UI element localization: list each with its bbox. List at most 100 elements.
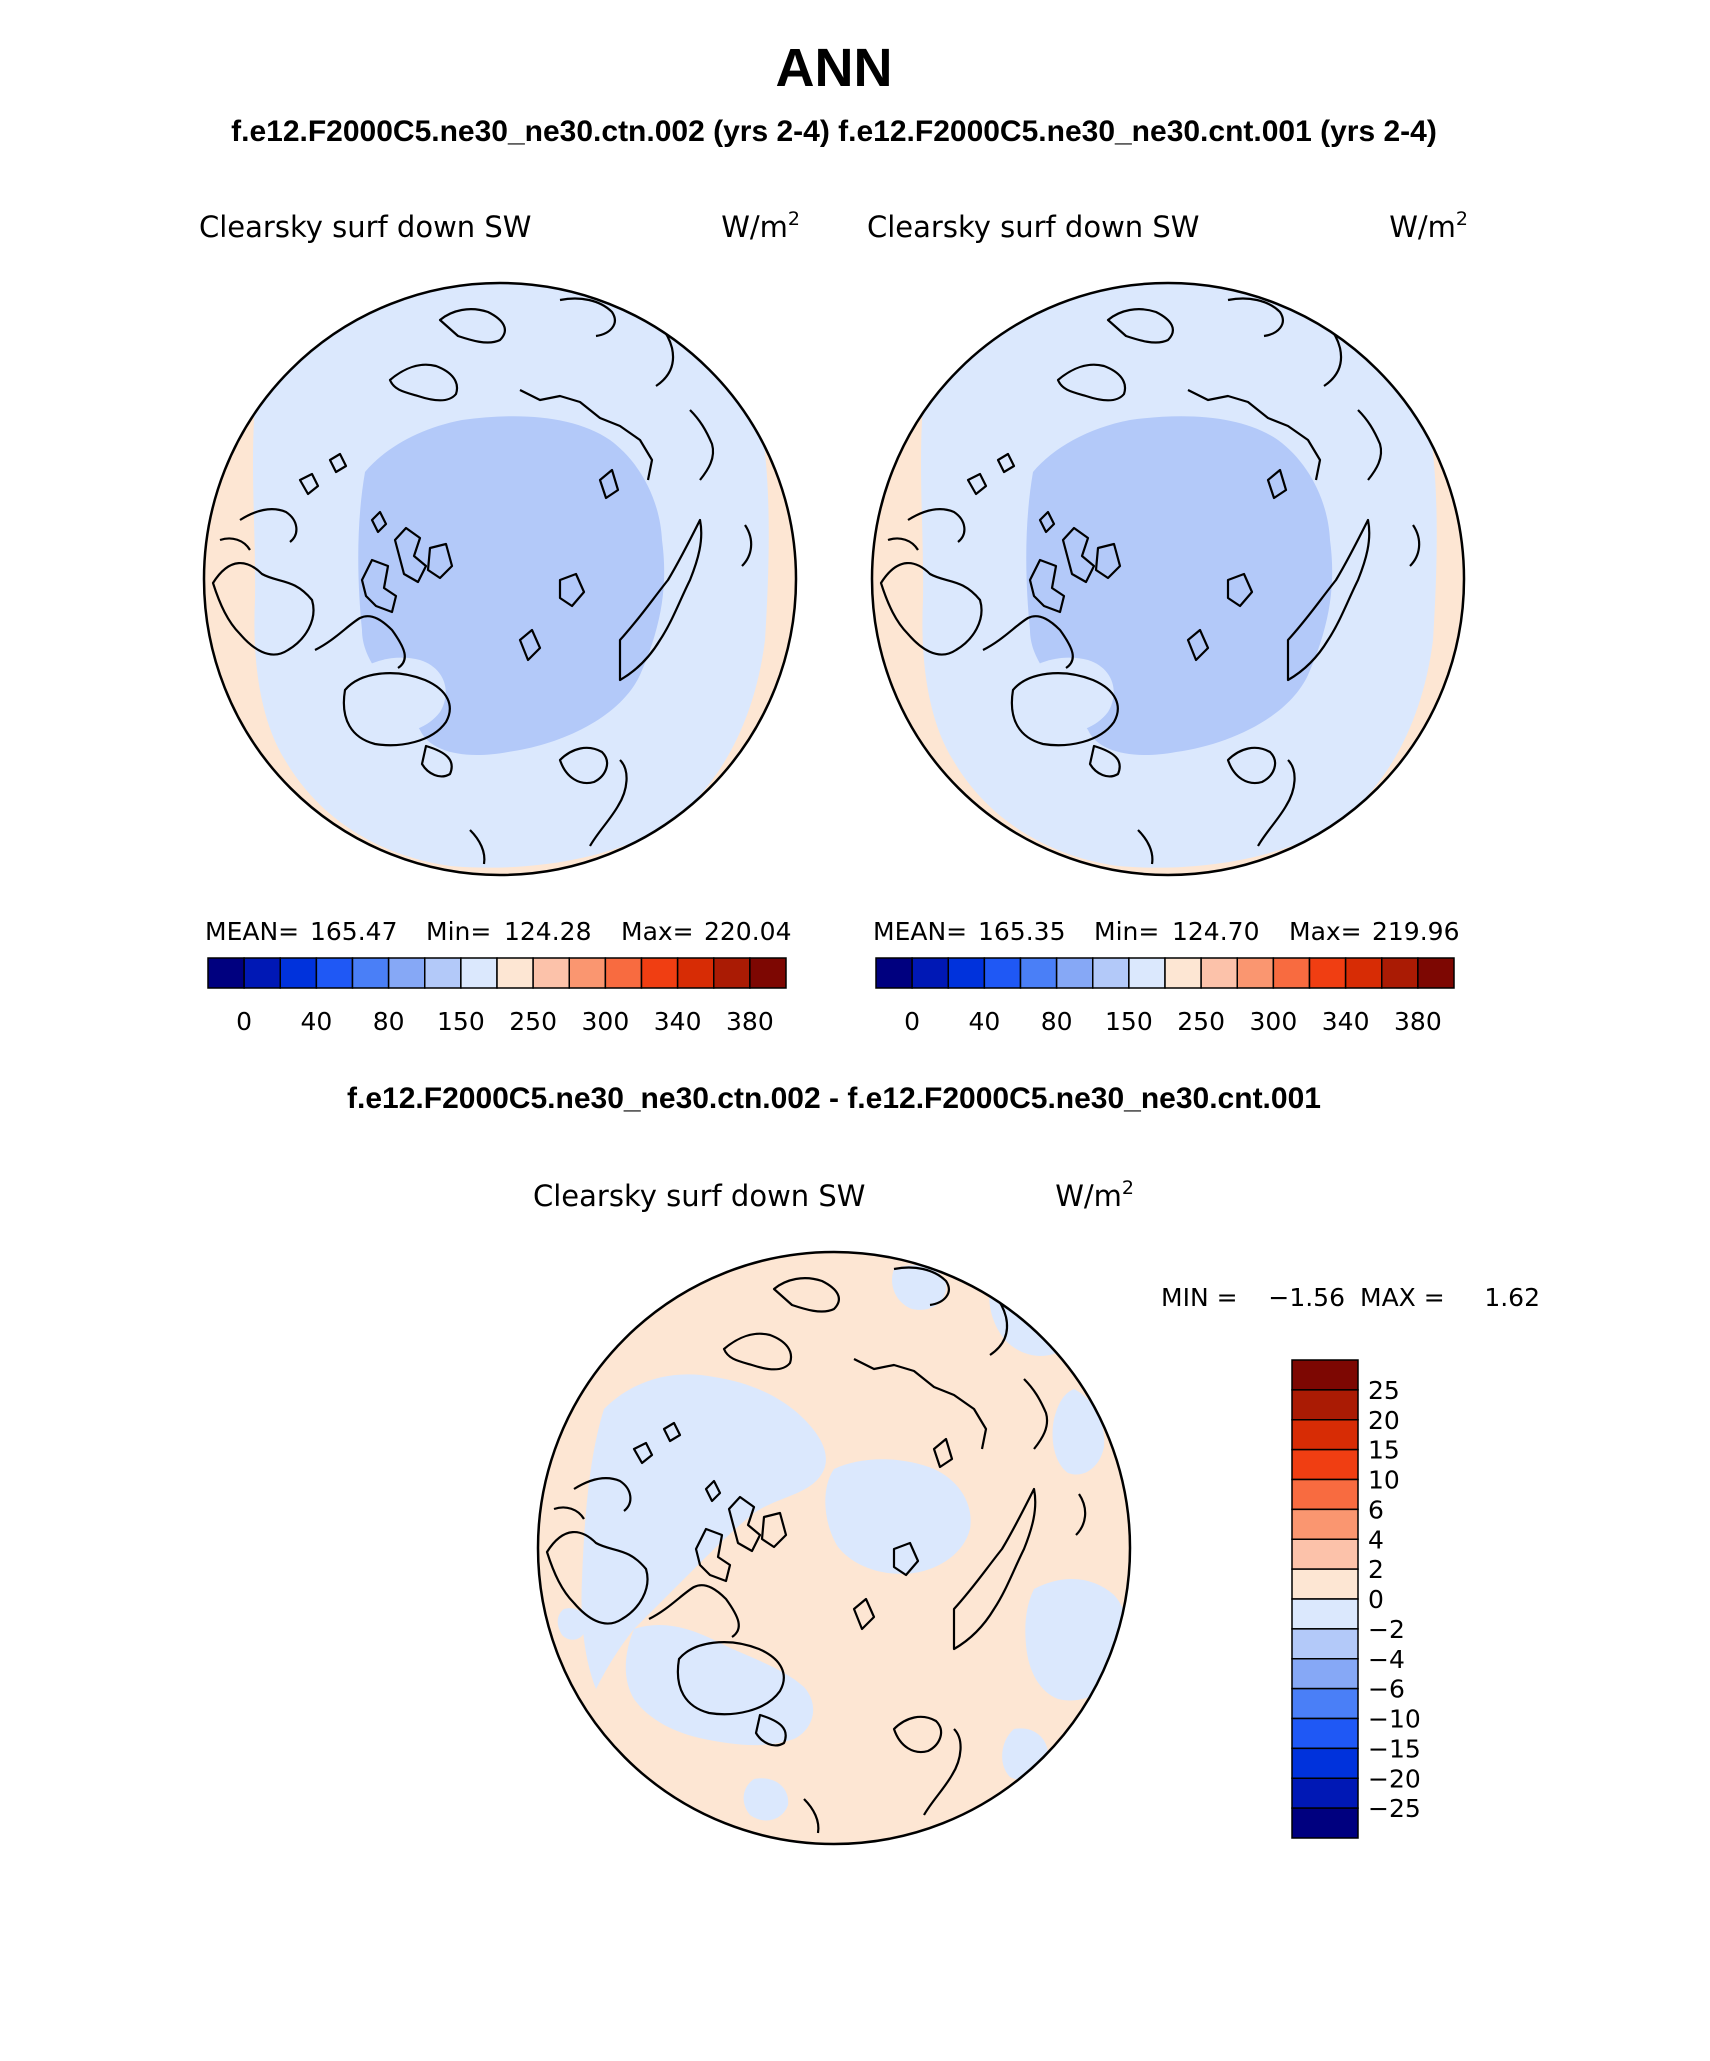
diff-colorbar-box [1291, 1658, 1359, 1690]
colorbar-1-box [640, 957, 679, 989]
colorbar-1-box [713, 957, 751, 989]
panel-2-min-label: Min= [1094, 917, 1159, 946]
diff-variable: Clearsky surf down SW [533, 1179, 865, 1213]
panel-1-variable: Clearsky surf down SW [199, 210, 531, 244]
panel-2-colorbar: 0 40 80 150 250 300 340 380 [875, 957, 1455, 1036]
colorbar-2-tick-label: 0 [904, 1007, 920, 1036]
panel-2-max-value: 219.96 [1372, 917, 1459, 946]
colorbar-1-box [243, 957, 281, 989]
panel-2-mean-label: MEAN= [873, 917, 967, 946]
diff-colorbar-tick-label: −10 [1368, 1705, 1421, 1734]
diff-colorbar-box [1291, 1777, 1359, 1809]
colorbar-2-box [1344, 957, 1383, 989]
colorbar-2-tick-label: 380 [1394, 1007, 1442, 1036]
colorbar-2-box [983, 957, 1022, 989]
colorbar-1-tick-label: 340 [654, 1007, 702, 1036]
colorbar-1-tick-label: 0 [236, 1007, 252, 1036]
panel-1-mean-label: MEAN= [205, 917, 299, 946]
diff-colorbar-tick-label: 4 [1368, 1525, 1384, 1554]
panel-1-map [202, 281, 798, 877]
colorbar-1-box [424, 957, 462, 989]
colorbar-2-box [1164, 957, 1202, 989]
diff-colorbar-box [1291, 1628, 1359, 1660]
diff-map [536, 1250, 1132, 1846]
colorbar-2-box [1055, 957, 1094, 989]
panel-2-units: W/m2 [1389, 208, 1468, 244]
diff-colorbar-tick-label: 15 [1368, 1436, 1400, 1465]
colorbar-1-box [351, 957, 390, 989]
panel-1: Clearsky surf down SW W/m2 [199, 208, 800, 1036]
diff-colorbar-tick-label: −4 [1368, 1645, 1405, 1674]
diff-colorbar-tick-label: 2 [1368, 1555, 1384, 1584]
panel-1-min-label: Min= [426, 917, 491, 946]
colorbar-1-tick-label: 80 [373, 1007, 405, 1036]
diff-max-value: 1.62 [1484, 1283, 1540, 1312]
colorbar-2-tick-label: 150 [1105, 1007, 1153, 1036]
diff-max-label: MAX = [1360, 1283, 1445, 1312]
page-title: ANN [776, 38, 893, 98]
diff-colorbar-box [1291, 1717, 1359, 1750]
colorbar-1-tick-label: 300 [582, 1007, 630, 1036]
diff-map-border [536, 1250, 1132, 1846]
diff-colorbar-box [1291, 1807, 1359, 1839]
colorbar-1-box [387, 957, 426, 989]
colorbar-2-box [1092, 957, 1130, 989]
diff-min-label: MIN = [1161, 1283, 1238, 1312]
colorbar-1-box [207, 957, 245, 989]
panel-2-map [870, 281, 1466, 877]
colorbar-1-box [279, 957, 318, 989]
colorbar-1-box [568, 957, 607, 989]
colorbar-1-box [604, 957, 643, 989]
panel-1-colorbar: 0 40 80 150 250 300 340 380 [207, 957, 787, 1036]
colorbar-2-box [911, 957, 949, 989]
diff-colorbar-tick-label: 25 [1368, 1376, 1400, 1405]
panel-2-stats: MEAN= 165.35 Min= 124.70 Max= 219.96 [873, 917, 1459, 946]
diff-colorbar-tick-label: −25 [1368, 1794, 1421, 1823]
colorbar-1-box [460, 957, 498, 989]
diff-colorbar-box [1291, 1508, 1359, 1540]
panel-2-max-label: Max= [1289, 917, 1362, 946]
colorbar-1-tick-label: 380 [726, 1007, 774, 1036]
colorbar-2-tick-label: 40 [968, 1007, 1000, 1036]
diff-colorbar-box [1291, 1359, 1359, 1391]
diff-colorbar-tick-label: 0 [1368, 1585, 1384, 1614]
colorbar-1-box [749, 957, 787, 989]
panel-2-variable: Clearsky surf down SW [867, 210, 1199, 244]
panel-1-stats: MEAN= 165.47 Min= 124.28 Max= 220.04 [205, 917, 791, 946]
panel-2-greenland-fill [1011, 657, 1114, 735]
diff-colorbar-tick-label: 20 [1368, 1406, 1400, 1435]
panel-1-coastlines [211, 288, 776, 865]
diff-colorbar-tick-label: −20 [1368, 1764, 1421, 1793]
colorbar-1-box [315, 957, 354, 989]
colorbar-2-tick-label: 250 [1177, 1007, 1225, 1036]
colorbar-2-box [947, 957, 986, 989]
diff-panel: Clearsky surf down SW W/m2 [533, 1177, 1540, 1846]
diff-min-value: −1.56 [1268, 1283, 1345, 1312]
panel-1-max-value: 220.04 [704, 917, 791, 946]
colorbar-1-tick-label: 250 [509, 1007, 557, 1036]
diff-colorbar-tick-label: −15 [1368, 1734, 1421, 1763]
diff-colorbar-box [1291, 1568, 1359, 1600]
colorbar-2-box [1200, 957, 1238, 989]
colorbar-2-box [1236, 957, 1275, 989]
diff-colorbar-box [1291, 1419, 1359, 1451]
colorbar-1-box [532, 957, 570, 989]
colorbar-1-tick-label: 40 [300, 1007, 332, 1036]
diff-colorbar-box [1291, 1747, 1359, 1779]
colorbar-2-tick-label: 80 [1041, 1007, 1073, 1036]
diff-units: W/m2 [1055, 1177, 1134, 1213]
colorbar-2-box [1019, 957, 1058, 989]
page-subtitle: f.e12.F2000C5.ne30_ne30.ctn.002 (yrs 2-4… [231, 115, 1437, 148]
panel-1-greenland-fill [343, 657, 446, 735]
panel-2-min-value: 124.70 [1172, 917, 1259, 946]
colorbar-2-box [1272, 957, 1311, 989]
panel-1-units: W/m2 [721, 208, 800, 244]
panel-1-min-value: 124.28 [504, 917, 591, 946]
colorbar-2-box [875, 957, 913, 989]
colorbar-2-box [1417, 957, 1455, 989]
panel-1-map-border [202, 281, 798, 877]
diff-colorbar-box [1291, 1598, 1359, 1630]
colorbar-2-box [1381, 957, 1419, 989]
